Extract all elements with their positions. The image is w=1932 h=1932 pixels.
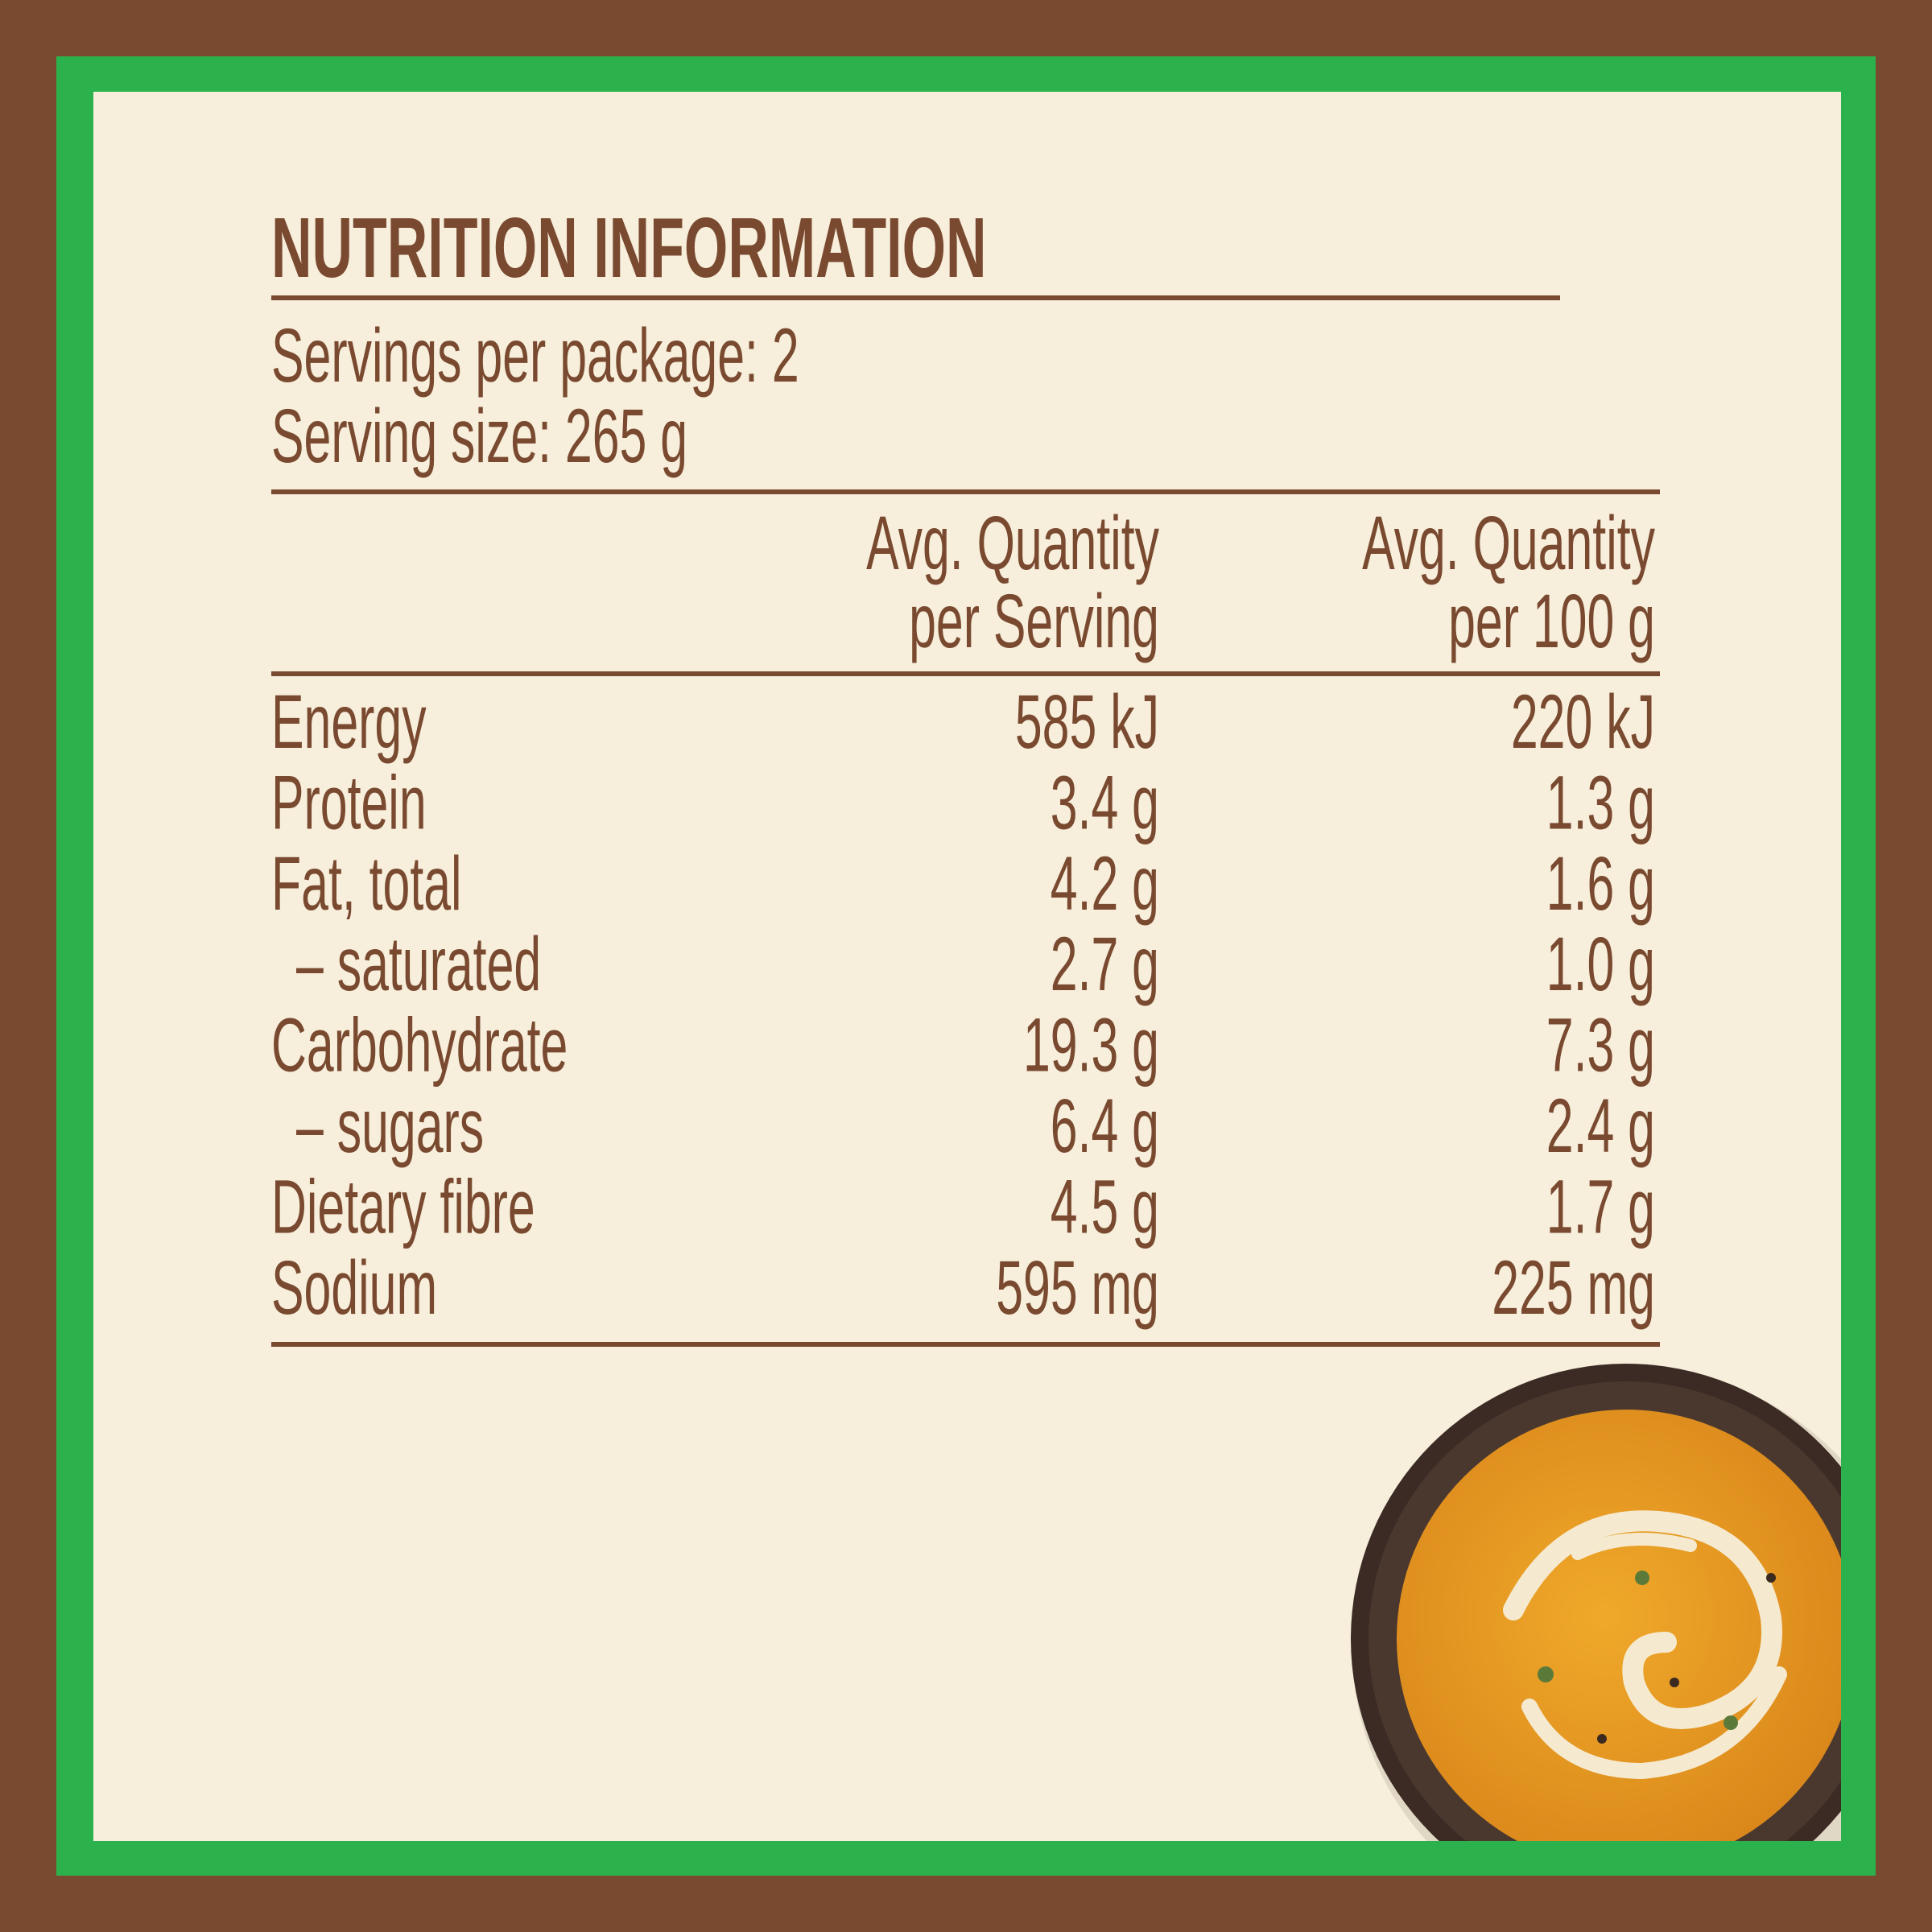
soup-bowl — [1351, 1364, 1841, 1841]
per-100g: 1.7 g — [1546, 1164, 1655, 1249]
serving-size: Serving size: 265 g — [271, 393, 687, 478]
rule — [271, 489, 1660, 494]
nutrient-name: Protein — [271, 760, 427, 845]
per-100g: 220 kJ — [1511, 679, 1655, 764]
per-serving: 4.2 g — [1051, 840, 1159, 926]
per-100g: 225 mg — [1492, 1245, 1655, 1330]
nutrient-name: Dietary fibre — [271, 1164, 535, 1249]
nutrient-name: Energy — [271, 679, 427, 764]
per-serving: 585 kJ — [1015, 679, 1159, 764]
rows: Energy 585 kJ 220 kJ Protein 3.4 g 1.3 g Fat, … — [271, 679, 1655, 1330]
nutrient-name: Sodium — [271, 1245, 437, 1330]
per-100g: 7.3 g — [1546, 1002, 1655, 1088]
per-serving: 19.3 g — [1023, 1002, 1159, 1088]
rule — [271, 671, 1660, 676]
per-serving: 2.7 g — [1051, 921, 1159, 1006]
nutrient-name: Fat, total — [271, 840, 462, 926]
rule — [271, 1342, 1660, 1347]
nutrient-name: – sugars — [296, 1083, 484, 1168]
column-header: Avg. Quantity — [866, 500, 1159, 585]
per-serving: 3.4 g — [1051, 760, 1159, 845]
column-header: per Serving — [909, 578, 1159, 663]
rule — [271, 295, 1560, 300]
nutrient-name: Carbohydrate — [271, 1002, 568, 1088]
column-header: per 100 g — [1448, 578, 1655, 663]
per-100g: 1.0 g — [1546, 921, 1655, 1006]
per-100g: 1.3 g — [1546, 760, 1655, 845]
nutrient-name: – saturated — [296, 921, 541, 1006]
per-serving: 595 mg — [996, 1245, 1159, 1330]
per-100g: 1.6 g — [1546, 840, 1655, 926]
per-100g: 2.4 g — [1546, 1083, 1655, 1168]
per-serving: 4.5 g — [1051, 1164, 1159, 1249]
column-header: Avg. Quantity — [1362, 500, 1655, 585]
per-serving: 6.4 g — [1051, 1083, 1159, 1168]
title: NUTRITION INFORMATION — [271, 201, 987, 296]
servings: Servings per package: 2 — [271, 312, 799, 398]
